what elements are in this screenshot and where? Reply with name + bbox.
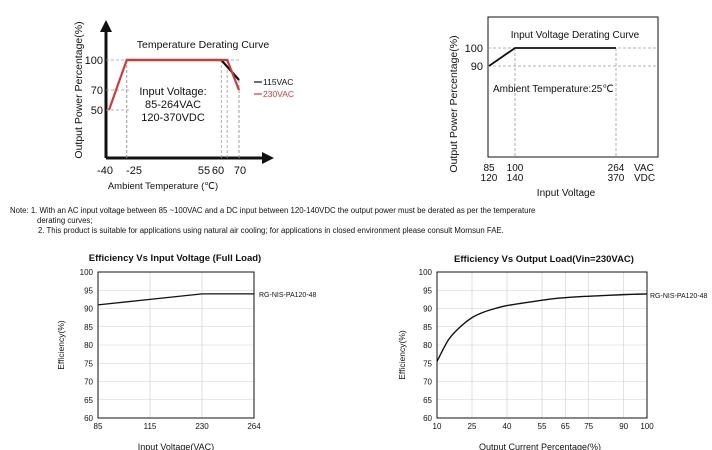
c4-grid — [437, 272, 647, 418]
c1-xlabel: Ambient Temperature (℃) — [108, 181, 218, 192]
c4-series-label: RG-NIS-PA120-48 — [650, 293, 708, 300]
c1-ylabel: Output Power Percentage(%) — [73, 21, 85, 158]
c3-title: Efficiency Vs Input Voltage (Full Load) — [89, 253, 261, 264]
c4-ytick-1: 65 — [423, 396, 432, 405]
c2-xlabel: Input Voltage — [537, 188, 596, 199]
c1-ytick-2: 100 — [85, 55, 103, 67]
note-prefix: Note: — [10, 206, 29, 215]
c1-annotation-3: 120-370VDC — [141, 112, 205, 124]
note-line-1: Note: 1. With an AC input voltage betwee… — [10, 206, 710, 216]
c3-xtick-0: 85 — [94, 422, 103, 431]
c3-ytick-5: 85 — [84, 323, 93, 332]
c3-x-ticks: 85 115 230 264 — [94, 422, 262, 431]
c4-xtick-5: 75 — [584, 422, 593, 431]
note-1: 1. With an AC input voltage between 85 ~… — [31, 206, 536, 215]
c2-guides — [488, 48, 658, 157]
c3-ylabel: Efficiency(%) — [56, 320, 66, 370]
c3-series-line — [98, 294, 254, 305]
c2-series — [489, 48, 616, 66]
c1-ytick-1: 70 — [91, 85, 103, 97]
c1-legend-230: 230VAC — [263, 89, 294, 99]
c4-ytick-8: 100 — [419, 268, 433, 277]
c1-xtick-1: -25 — [126, 165, 142, 177]
c2-annotation: Ambient Temperature:25℃ — [493, 84, 614, 95]
c1-legend-115: 115VAC — [263, 77, 293, 87]
c1-annotation-1: Input Voltage: — [139, 86, 206, 98]
c1-y-ticks: 50 70 100 — [85, 55, 103, 117]
c4-x-ticks: 10 25 40 55 65 75 90 100 — [433, 422, 655, 431]
c3-y-ticks: 60 65 70 75 80 85 90 95 100 — [80, 268, 94, 423]
c3-series-label: RG-NIS-PA120-48 — [259, 292, 317, 299]
c1-title: Temperature Derating Curve — [137, 39, 270, 51]
c3-xtick-2: 230 — [195, 422, 209, 431]
temperature-derating-chart: Output Power Percentage(%) Temperature D… — [73, 20, 294, 192]
c3-ytick-2: 70 — [84, 378, 93, 387]
c2-xtick-dc-0: 120 — [481, 173, 498, 184]
c1-xtick-3: 60 — [212, 165, 224, 177]
efficiency-vs-load-chart: Efficiency Vs Output Load(Vin=230VAC) Ef… — [397, 254, 708, 450]
c4-ytick-4: 80 — [423, 341, 432, 350]
c3-ytick-7: 95 — [84, 286, 93, 295]
c4-ytick-6: 90 — [423, 305, 432, 314]
c1-ytick-0: 50 — [91, 105, 103, 117]
c1-x-arrow — [262, 152, 274, 164]
c1-series-0-line — [127, 60, 239, 80]
c3-xtick-3: 264 — [247, 422, 261, 431]
c4-xlabel: Output Current Percentage(%) — [479, 442, 601, 450]
c1-xtick-0: -40 — [97, 165, 113, 177]
c4-ylabel: Efficiency(%) — [397, 330, 407, 380]
c4-ytick-5: 85 — [423, 323, 432, 332]
c4-xtick-3: 55 — [538, 422, 547, 431]
c4-xtick-6: 90 — [619, 422, 628, 431]
c4-xtick-0: 10 — [433, 422, 442, 431]
c2-ytick-90: 90 — [471, 61, 483, 73]
note-line-1b: derating curves; — [10, 216, 710, 226]
c3-ytick-8: 100 — [80, 268, 94, 277]
c2-ytick-100: 100 — [465, 43, 483, 55]
c2-title: Input Voltage Derating Curve — [511, 30, 640, 41]
c1-xtick-2: 55 — [198, 165, 210, 177]
c1-x-ticks: -40 -25 55 60 70 — [97, 165, 246, 177]
c2-xunit-dc: VDC — [634, 173, 655, 184]
c4-y-ticks: 60 65 70 75 80 85 90 95 100 — [419, 268, 433, 423]
c1-annotation-2: 85-264VAC — [145, 99, 201, 111]
c1-legend: 115VAC 230VAC — [254, 77, 294, 99]
c2-xtick-dc-1: 140 — [507, 173, 524, 184]
note-line-2: 2. This product is suitable for applicat… — [10, 226, 710, 236]
notes: Note: 1. With an AC input voltage betwee… — [10, 206, 710, 236]
efficiency-vs-input-chart: Efficiency Vs Input Voltage (Full Load) … — [56, 253, 317, 450]
c3-xtick-1: 115 — [144, 422, 157, 431]
c1-xtick-4: 70 — [234, 165, 246, 177]
c4-ytick-0: 60 — [423, 414, 432, 423]
c3-ytick-1: 65 — [84, 396, 93, 405]
input-voltage-derating-chart: Output Power Percentage(%) Input Voltage… — [448, 17, 658, 199]
c3-ytick-0: 60 — [84, 414, 93, 423]
c4-ytick-2: 70 — [423, 378, 432, 387]
c4-xtick-1: 25 — [468, 422, 477, 431]
c2-ylabel: Output Power Percentage(%) — [448, 35, 460, 172]
c1-y-arrow — [100, 20, 112, 32]
c2-xtick-dc-2: 370 — [608, 173, 625, 184]
c3-ytick-4: 80 — [84, 341, 93, 350]
c4-xtick-7: 100 — [640, 422, 654, 431]
c2-series-line — [489, 48, 616, 66]
c3-series — [98, 294, 254, 305]
c3-ytick-3: 75 — [84, 359, 93, 368]
c3-ytick-6: 90 — [84, 305, 93, 314]
c4-xtick-2: 40 — [503, 422, 512, 431]
c4-ytick-3: 75 — [423, 359, 432, 368]
c4-title: Efficiency Vs Output Load(Vin=230VAC) — [454, 254, 634, 265]
c4-ytick-7: 95 — [423, 286, 432, 295]
c4-xtick-4: 65 — [561, 422, 570, 431]
c3-xlabel: Input Voltage(VAC) — [138, 442, 214, 450]
